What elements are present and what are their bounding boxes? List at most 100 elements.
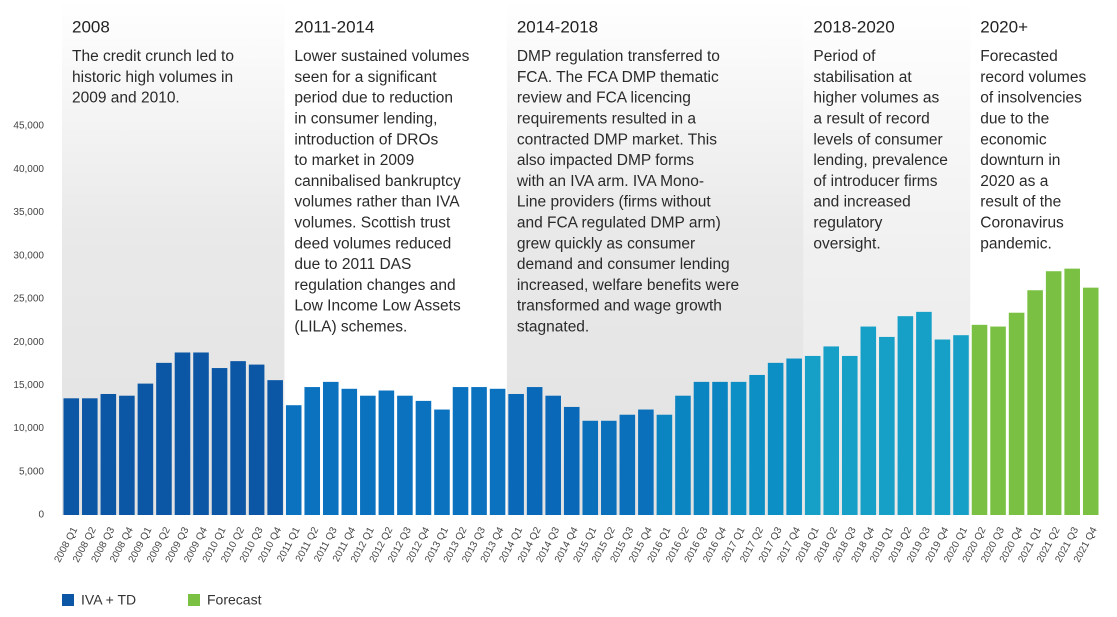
- bar: [397, 395, 413, 515]
- annotation-text: historic high volumes in: [72, 69, 233, 86]
- annotation-text: economic: [980, 131, 1047, 148]
- y-tick-label: 25,000: [13, 294, 44, 305]
- annotation-text: period due to reduction: [294, 90, 453, 107]
- bar: [415, 400, 432, 515]
- bar: [452, 387, 469, 515]
- annotation-text: transformed and wage growth: [517, 298, 722, 315]
- annotation-text: volumes. Scottish trust: [294, 214, 451, 231]
- y-tick-label: 0: [38, 510, 44, 521]
- bar: [990, 326, 1006, 515]
- bar: [656, 414, 673, 515]
- annotation-text: DMP regulation transferred to: [517, 48, 720, 65]
- y-tick-label: 30,000: [13, 250, 44, 261]
- annotation-text: to market in 2009: [294, 152, 414, 169]
- bar: [786, 358, 802, 515]
- bar: [489, 388, 506, 515]
- annotation-text: stabilisation at: [813, 69, 912, 86]
- annotation-text: cannibalised bankruptcy: [294, 173, 461, 190]
- bar: [953, 335, 969, 515]
- annotation-text: oversight.: [813, 235, 880, 252]
- annotation-text: demand and consumer lending: [517, 256, 730, 273]
- annotation-text: due to 2011 DAS: [294, 256, 411, 273]
- bar: [526, 387, 543, 515]
- annotation-text: Low Income Low Assets: [294, 298, 461, 315]
- bar: [916, 311, 932, 515]
- annotation-text: result of the: [980, 194, 1061, 211]
- annotation-text: pandemic.: [980, 235, 1052, 252]
- y-tick-label: 5,000: [19, 466, 44, 477]
- annotation-text: Forecasted: [980, 48, 1058, 65]
- bar: [156, 362, 172, 515]
- y-tick-label: 10,000: [13, 423, 44, 434]
- annotation-text: 2020 as a: [980, 173, 1048, 190]
- bar: [879, 336, 895, 515]
- annotation-text: (LILA) schemes.: [294, 318, 407, 335]
- annotation-text: record volumes: [980, 69, 1086, 86]
- bar: [63, 398, 80, 515]
- annotation-text: higher volumes as: [813, 90, 939, 107]
- annotation-text: FCA. The FCA DMP thematic: [517, 69, 719, 86]
- y-tick-label: 45,000: [13, 121, 44, 132]
- bar: [823, 346, 840, 515]
- annotation-title: 2014-2018: [517, 17, 598, 36]
- bar: [675, 395, 691, 515]
- bar: [804, 355, 821, 515]
- bar: [248, 364, 265, 515]
- annotation-text: Coronavirus: [980, 214, 1064, 231]
- bar: [193, 352, 209, 515]
- bar: [619, 414, 636, 515]
- annotation-text: in consumer lending,: [294, 110, 437, 127]
- bar: [434, 409, 450, 515]
- y-tick-label: 20,000: [13, 337, 44, 348]
- bar: [267, 380, 283, 515]
- bar: [767, 362, 784, 515]
- bar: [1082, 287, 1099, 515]
- legend-swatch: [188, 594, 200, 606]
- annotation-text: lending, prevalence: [813, 152, 947, 169]
- bar: [841, 355, 858, 515]
- annotation-text: requirements resulted in a: [517, 110, 697, 127]
- annotation-text: a result of record: [813, 110, 929, 127]
- annotation-title: 2011-2014: [294, 17, 374, 36]
- bar: [1027, 290, 1043, 515]
- bar: [749, 374, 765, 515]
- legend-swatch: [62, 594, 74, 606]
- period-background: [62, 0, 285, 515]
- legend-label: IVA + TD: [81, 592, 136, 608]
- annotation-text: regulation changes and: [294, 277, 455, 294]
- bar: [378, 390, 395, 515]
- bar: [285, 405, 302, 515]
- bar: [82, 398, 98, 515]
- bar: [897, 316, 914, 515]
- bar: [341, 388, 358, 515]
- bar: [638, 409, 654, 515]
- bar: [304, 387, 321, 515]
- annotation-text: Lower sustained volumes: [294, 48, 469, 65]
- annotation-text: of introducer firms: [813, 173, 937, 190]
- annotation-text: review and FCA licencing: [517, 90, 691, 107]
- annotation-text: seen for a significant: [294, 69, 437, 86]
- bar: [582, 420, 599, 515]
- bar: [360, 395, 376, 515]
- annotation-text: contracted DMP market. This: [517, 131, 717, 148]
- bar: [601, 420, 617, 515]
- annotation-title: 2008: [72, 17, 110, 36]
- annotation-text: and increased: [813, 194, 910, 211]
- bar: [471, 387, 487, 515]
- bar: [119, 395, 135, 515]
- annotation-text: grew quickly as consumer: [517, 235, 695, 252]
- bar: [934, 339, 951, 515]
- annotation-text: levels of consumer: [813, 131, 942, 148]
- annotation-text: Period of: [813, 48, 876, 65]
- legend-label: Forecast: [207, 592, 262, 608]
- annotation-text: The credit crunch led to: [72, 48, 234, 65]
- annotation-title: 2020+: [980, 17, 1028, 36]
- bar: [860, 326, 877, 515]
- bar: [1008, 312, 1025, 515]
- annotation-text: stagnated.: [517, 318, 589, 335]
- annotation-text: Line providers (firms without: [517, 194, 712, 211]
- annotation-title: 2018-2020: [813, 17, 894, 36]
- bar: [563, 406, 580, 515]
- bar: [1045, 271, 1062, 515]
